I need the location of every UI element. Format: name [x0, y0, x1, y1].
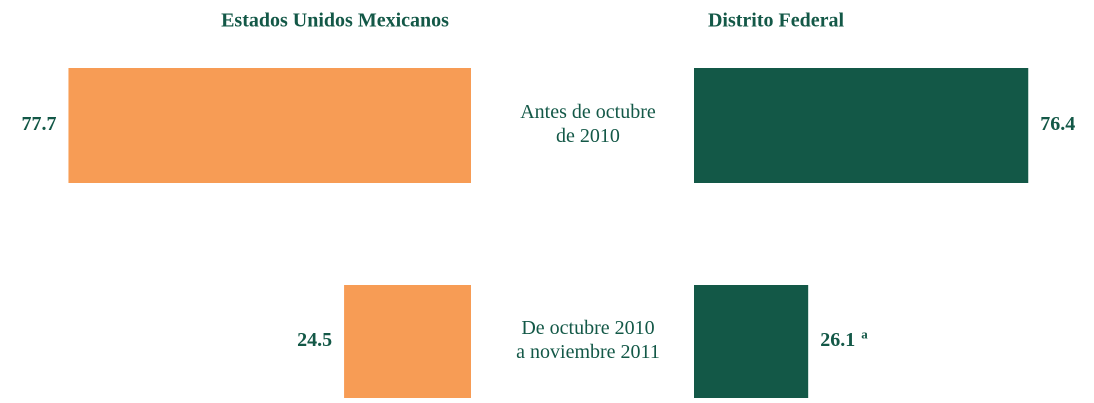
panel-title: Estados Unidos Mexicanos: [221, 10, 449, 32]
category-label: a noviembre 2011: [516, 341, 660, 363]
bar: [68, 68, 472, 183]
value-label: 76.4: [1040, 113, 1075, 135]
bar: [694, 68, 1029, 183]
category-label: de 2010: [556, 125, 620, 147]
bar: [344, 285, 471, 398]
value-label: 24.5: [297, 329, 332, 351]
value-label: 77.7: [21, 113, 56, 135]
annotation: a: [861, 326, 868, 341]
bar: [694, 285, 809, 398]
category-label: De octubre 2010: [521, 317, 654, 339]
value-label: 26.1: [820, 329, 855, 351]
category-label: Antes de octubre: [520, 101, 656, 123]
panel-title: Distrito Federal: [708, 10, 845, 32]
